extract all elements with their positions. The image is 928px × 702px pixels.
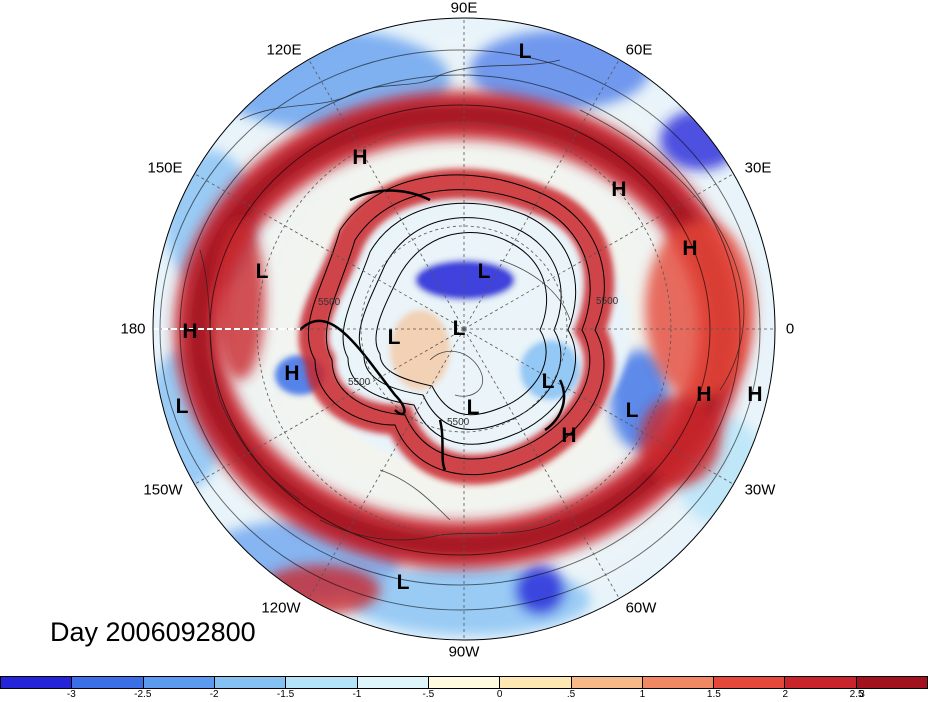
anomaly-field-jet-band bbox=[298, 168, 615, 485]
colorbar-bin bbox=[500, 677, 572, 688]
colorbar-bin bbox=[642, 677, 715, 688]
colorbar-tick-label: 0 bbox=[496, 689, 503, 700]
pressure-marker: H bbox=[182, 320, 198, 343]
colorbar-bin bbox=[714, 677, 786, 688]
pressure-marker: L bbox=[625, 399, 639, 422]
pressure-marker: L bbox=[477, 260, 491, 283]
colorbar-tick-label: -2 bbox=[209, 689, 219, 700]
colorbar-tick-label: -1 bbox=[352, 689, 362, 700]
colorbar-tick-label: .5 bbox=[566, 689, 576, 700]
colorbar-bin bbox=[143, 677, 215, 688]
pressure-marker: H bbox=[284, 362, 300, 385]
graticule bbox=[153, 18, 775, 640]
pressure-marker: H bbox=[611, 178, 627, 201]
lon-label-150w: 150W bbox=[143, 481, 183, 499]
colorbar-bin bbox=[856, 677, 928, 688]
lon-label-120w: 120W bbox=[261, 599, 301, 617]
contour-label: 5500 bbox=[348, 377, 371, 388]
contour-label: 5500 bbox=[447, 417, 470, 428]
pressure-marker: L bbox=[541, 370, 555, 393]
colorbar-bin bbox=[357, 677, 429, 688]
anomaly-field-positive-patches bbox=[215, 220, 755, 615]
colorbar-bin bbox=[1, 677, 73, 688]
lon-label-120e: 120E bbox=[266, 41, 302, 59]
pressure-marker: L bbox=[255, 260, 269, 283]
date-label: Day 2006092800 bbox=[50, 617, 256, 647]
colorbar-tick-label: 2.5 bbox=[849, 689, 864, 700]
colorbar-bin bbox=[72, 677, 144, 688]
contour-label: 5500 bbox=[596, 296, 619, 307]
map-boundary bbox=[152, 17, 776, 641]
pressure-marker: L bbox=[452, 317, 466, 340]
pressure-marker: L bbox=[518, 40, 532, 63]
colorbar-tick-label: 1 bbox=[639, 689, 646, 700]
pressure-marker: L bbox=[396, 571, 410, 594]
pressure-marker: L bbox=[466, 396, 480, 419]
colorbar-bin bbox=[286, 677, 358, 688]
lon-label-180: 180 bbox=[120, 320, 146, 338]
pressure-marker: H bbox=[682, 237, 698, 260]
pressure-marker: L bbox=[175, 395, 189, 418]
pressure-marker: H bbox=[696, 383, 712, 406]
colorbar-tick-label: -3 bbox=[66, 689, 76, 700]
colorbar-tick-label: -1.5 bbox=[276, 689, 295, 700]
colorbar-bin bbox=[571, 677, 643, 688]
colorbar-tick-label: -.5 bbox=[422, 689, 435, 700]
colorbar-bin bbox=[428, 677, 501, 688]
lon-label-30w: 30W bbox=[744, 481, 776, 499]
contour-label: 5500 bbox=[318, 297, 341, 308]
lon-label-0: 0 bbox=[785, 320, 795, 338]
colorbar-tick-label: 2 bbox=[782, 689, 788, 700]
lon-label-90e: 90E bbox=[450, 0, 478, 17]
lon-label-60e: 60E bbox=[625, 41, 653, 59]
colorbar-bin bbox=[214, 677, 287, 688]
colorbar-tick-label: -2.5 bbox=[134, 689, 152, 700]
colorbar-tick-label: 1.5 bbox=[706, 689, 721, 700]
pressure-marker: H bbox=[352, 146, 368, 169]
pressure-marker: H bbox=[561, 424, 577, 447]
lon-label-150e: 150E bbox=[147, 159, 183, 177]
lon-label-90w: 90W bbox=[448, 643, 480, 661]
colorbar-bin bbox=[785, 677, 857, 688]
colorbar-tick-label: 3 bbox=[859, 689, 865, 700]
pressure-marker: H bbox=[747, 383, 763, 406]
pressure-marker: L bbox=[387, 326, 401, 349]
height-contours bbox=[159, 49, 761, 611]
colorbar bbox=[0, 676, 928, 689]
lon-label-60w: 60W bbox=[625, 599, 657, 617]
lon-label-30e: 30E bbox=[744, 159, 772, 177]
